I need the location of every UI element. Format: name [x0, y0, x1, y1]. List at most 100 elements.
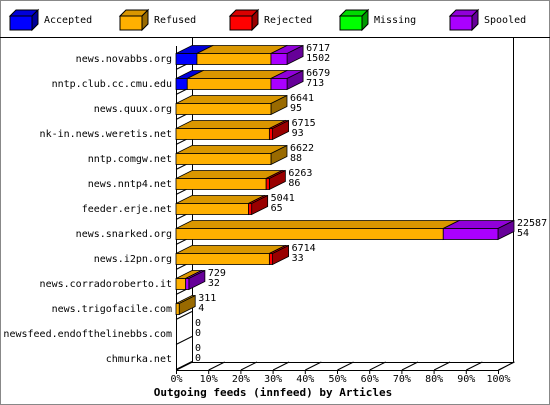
data-label: 0 — [195, 328, 201, 339]
tick-mark — [498, 361, 515, 371]
y-tick-label: news.nntp4.net — [88, 179, 172, 190]
y-tick-label: news.trigofacile.com — [52, 304, 172, 315]
data-label: 729 — [208, 268, 226, 279]
bar-front — [175, 178, 267, 190]
bar-front — [186, 78, 272, 90]
data-label: 6622 — [290, 143, 314, 154]
x-tick-label: 20% — [232, 374, 250, 385]
y-tick-label: news.novabbs.org — [76, 54, 172, 65]
y-tick-label: nntp.comgw.net — [88, 154, 172, 165]
legend-label: Rejected — [264, 15, 312, 26]
bar-front — [175, 228, 444, 240]
bar-front — [196, 53, 272, 65]
y-tick-label: nk-in.news.weretis.net — [40, 129, 172, 140]
tick-mark — [337, 361, 354, 371]
data-label: 93 — [292, 128, 304, 139]
bar-front — [185, 278, 190, 290]
data-label: 4 — [198, 303, 204, 314]
legend: Accepted Refused Rejected Missing Spooled — [8, 8, 526, 32]
legend-item: Missing — [338, 8, 416, 32]
x-tick-label: 80% — [425, 374, 443, 385]
x-tick-label: 50% — [328, 374, 346, 385]
tick-mark — [272, 361, 290, 371]
bar-front — [175, 253, 270, 265]
data-label: 6717 — [306, 43, 330, 54]
tick-mark — [240, 361, 258, 371]
bar-top — [175, 95, 288, 104]
bar-segment — [268, 119, 290, 141]
x-tick-label: 30% — [264, 374, 282, 385]
bar-top — [175, 120, 286, 129]
legend-swatch — [229, 15, 253, 31]
bar-segment — [265, 169, 286, 191]
row-guide — [175, 336, 193, 345]
x-tick-label: 40% — [296, 374, 314, 385]
data-label: 1502 — [306, 53, 330, 64]
y-tick-label: nntp.club.cc.cmu.edu — [52, 79, 172, 90]
y-tick-label: chmurka.net — [106, 354, 172, 365]
legend-label: Refused — [154, 15, 196, 26]
data-label: 95 — [290, 103, 302, 114]
data-label: 6679 — [306, 68, 330, 79]
bar-top — [187, 70, 288, 79]
bar-front — [175, 128, 270, 140]
x-tick-label: 70% — [393, 374, 411, 385]
legend-label: Missing — [374, 15, 416, 26]
y-tick-label: news.snarked.org — [76, 229, 172, 240]
data-label: 311 — [198, 293, 216, 304]
bar-front — [270, 78, 288, 90]
bar-top — [175, 170, 283, 179]
bar-segment — [268, 244, 290, 266]
legend-item: Accepted — [8, 8, 92, 32]
bar-front — [175, 203, 249, 215]
bar-segment — [270, 69, 304, 91]
chart-title: Outgoing feeds (innfeed) by Articles — [154, 386, 392, 399]
bar-front — [265, 178, 270, 190]
bar-front — [442, 228, 499, 240]
bar-segment — [175, 244, 286, 266]
legend-label: Accepted — [44, 15, 92, 26]
bar-segment — [248, 194, 269, 216]
bar-segment — [270, 44, 304, 66]
legend-swatch — [9, 15, 33, 31]
tick-mark — [401, 361, 419, 371]
legend-swatch — [449, 15, 473, 31]
y-tick-label: news.i2pn.org — [94, 254, 172, 265]
bar-front — [175, 303, 180, 315]
bar-segment — [442, 219, 515, 241]
data-label: 5041 — [271, 193, 295, 204]
tick-mark — [305, 361, 322, 371]
x-tick-label: 90% — [457, 374, 475, 385]
tick-mark — [433, 361, 451, 371]
data-label: 6263 — [288, 168, 312, 179]
bar-segment — [175, 294, 196, 316]
tick-mark — [466, 361, 483, 371]
x-tick-label: 10% — [200, 374, 218, 385]
bar-segment — [175, 94, 288, 116]
data-label: 33 — [292, 253, 304, 264]
row-guide — [175, 361, 193, 370]
legend-swatch — [339, 15, 363, 31]
data-label: 6641 — [290, 93, 314, 104]
plot: 0% 10% 20% 30% 40% 50% 60% 70% 80% 90% 100% news.no… — [3, 38, 547, 385]
data-label: 6715 — [292, 118, 316, 129]
bar-front — [175, 153, 272, 165]
data-label: 0 — [195, 343, 201, 354]
legend-item: Refused — [118, 8, 196, 32]
x-tick-label: 60% — [361, 374, 379, 385]
y-tick-label: newsfeed.endofthelinebbs.com — [3, 329, 172, 340]
bar-top — [175, 245, 286, 254]
data-label: 86 — [288, 178, 300, 189]
data-label: 22587 — [517, 218, 547, 229]
tick-mark — [176, 361, 193, 371]
bar-segment — [185, 269, 206, 291]
data-label: 713 — [306, 78, 324, 89]
bar-front — [270, 53, 288, 65]
bar-top — [175, 145, 288, 154]
bar-front — [248, 203, 253, 215]
tick-mark — [208, 361, 225, 371]
data-label: 0 — [195, 353, 201, 364]
bar-top — [175, 220, 460, 229]
